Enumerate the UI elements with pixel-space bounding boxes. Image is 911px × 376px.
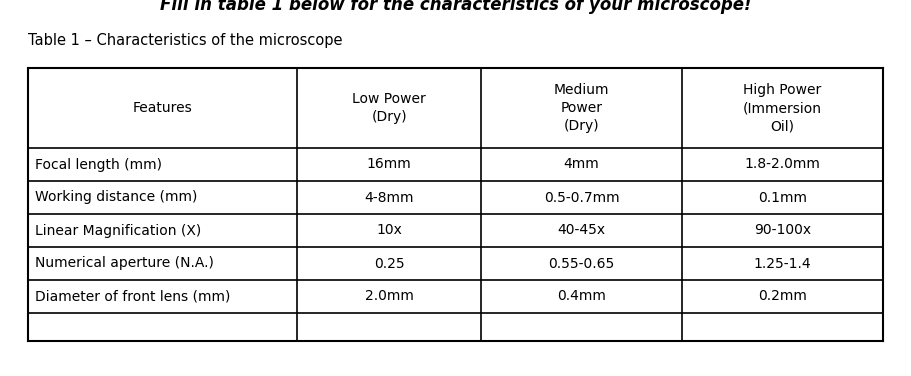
Text: 0.1mm: 0.1mm [758,191,807,205]
Text: Numerical aperture (N.A.): Numerical aperture (N.A.) [35,256,214,270]
Text: Working distance (mm): Working distance (mm) [35,191,198,205]
Text: 0.25: 0.25 [374,256,404,270]
Text: Linear Magnification (X): Linear Magnification (X) [35,223,201,238]
Text: Low Power
(Dry): Low Power (Dry) [353,92,426,124]
Text: 0.5-0.7mm: 0.5-0.7mm [544,191,619,205]
Text: High Power
(Immersion
Oil): High Power (Immersion Oil) [743,83,822,133]
Text: 16mm: 16mm [367,158,412,171]
Text: 4-8mm: 4-8mm [364,191,414,205]
Text: Features: Features [133,101,192,115]
Text: Fill in table 1 below for the characteristics of your microscope!: Fill in table 1 below for the characteri… [159,0,752,14]
Text: 1.25-1.4: 1.25-1.4 [753,256,812,270]
Text: Table 1 – Characteristics of the microscope: Table 1 – Characteristics of the microsc… [28,33,343,48]
Text: 1.8-2.0mm: 1.8-2.0mm [744,158,821,171]
Text: 0.2mm: 0.2mm [758,290,807,303]
Text: Medium
Power
(Dry): Medium Power (Dry) [554,83,609,133]
Text: 40-45x: 40-45x [558,223,606,238]
Text: Focal length (mm): Focal length (mm) [35,158,162,171]
Text: 90-100x: 90-100x [754,223,811,238]
Text: 0.4mm: 0.4mm [558,290,606,303]
Text: 2.0mm: 2.0mm [364,290,414,303]
Text: 0.55-0.65: 0.55-0.65 [548,256,615,270]
Text: 10x: 10x [376,223,402,238]
Text: Diameter of front lens (mm): Diameter of front lens (mm) [35,290,230,303]
Text: 4mm: 4mm [564,158,599,171]
